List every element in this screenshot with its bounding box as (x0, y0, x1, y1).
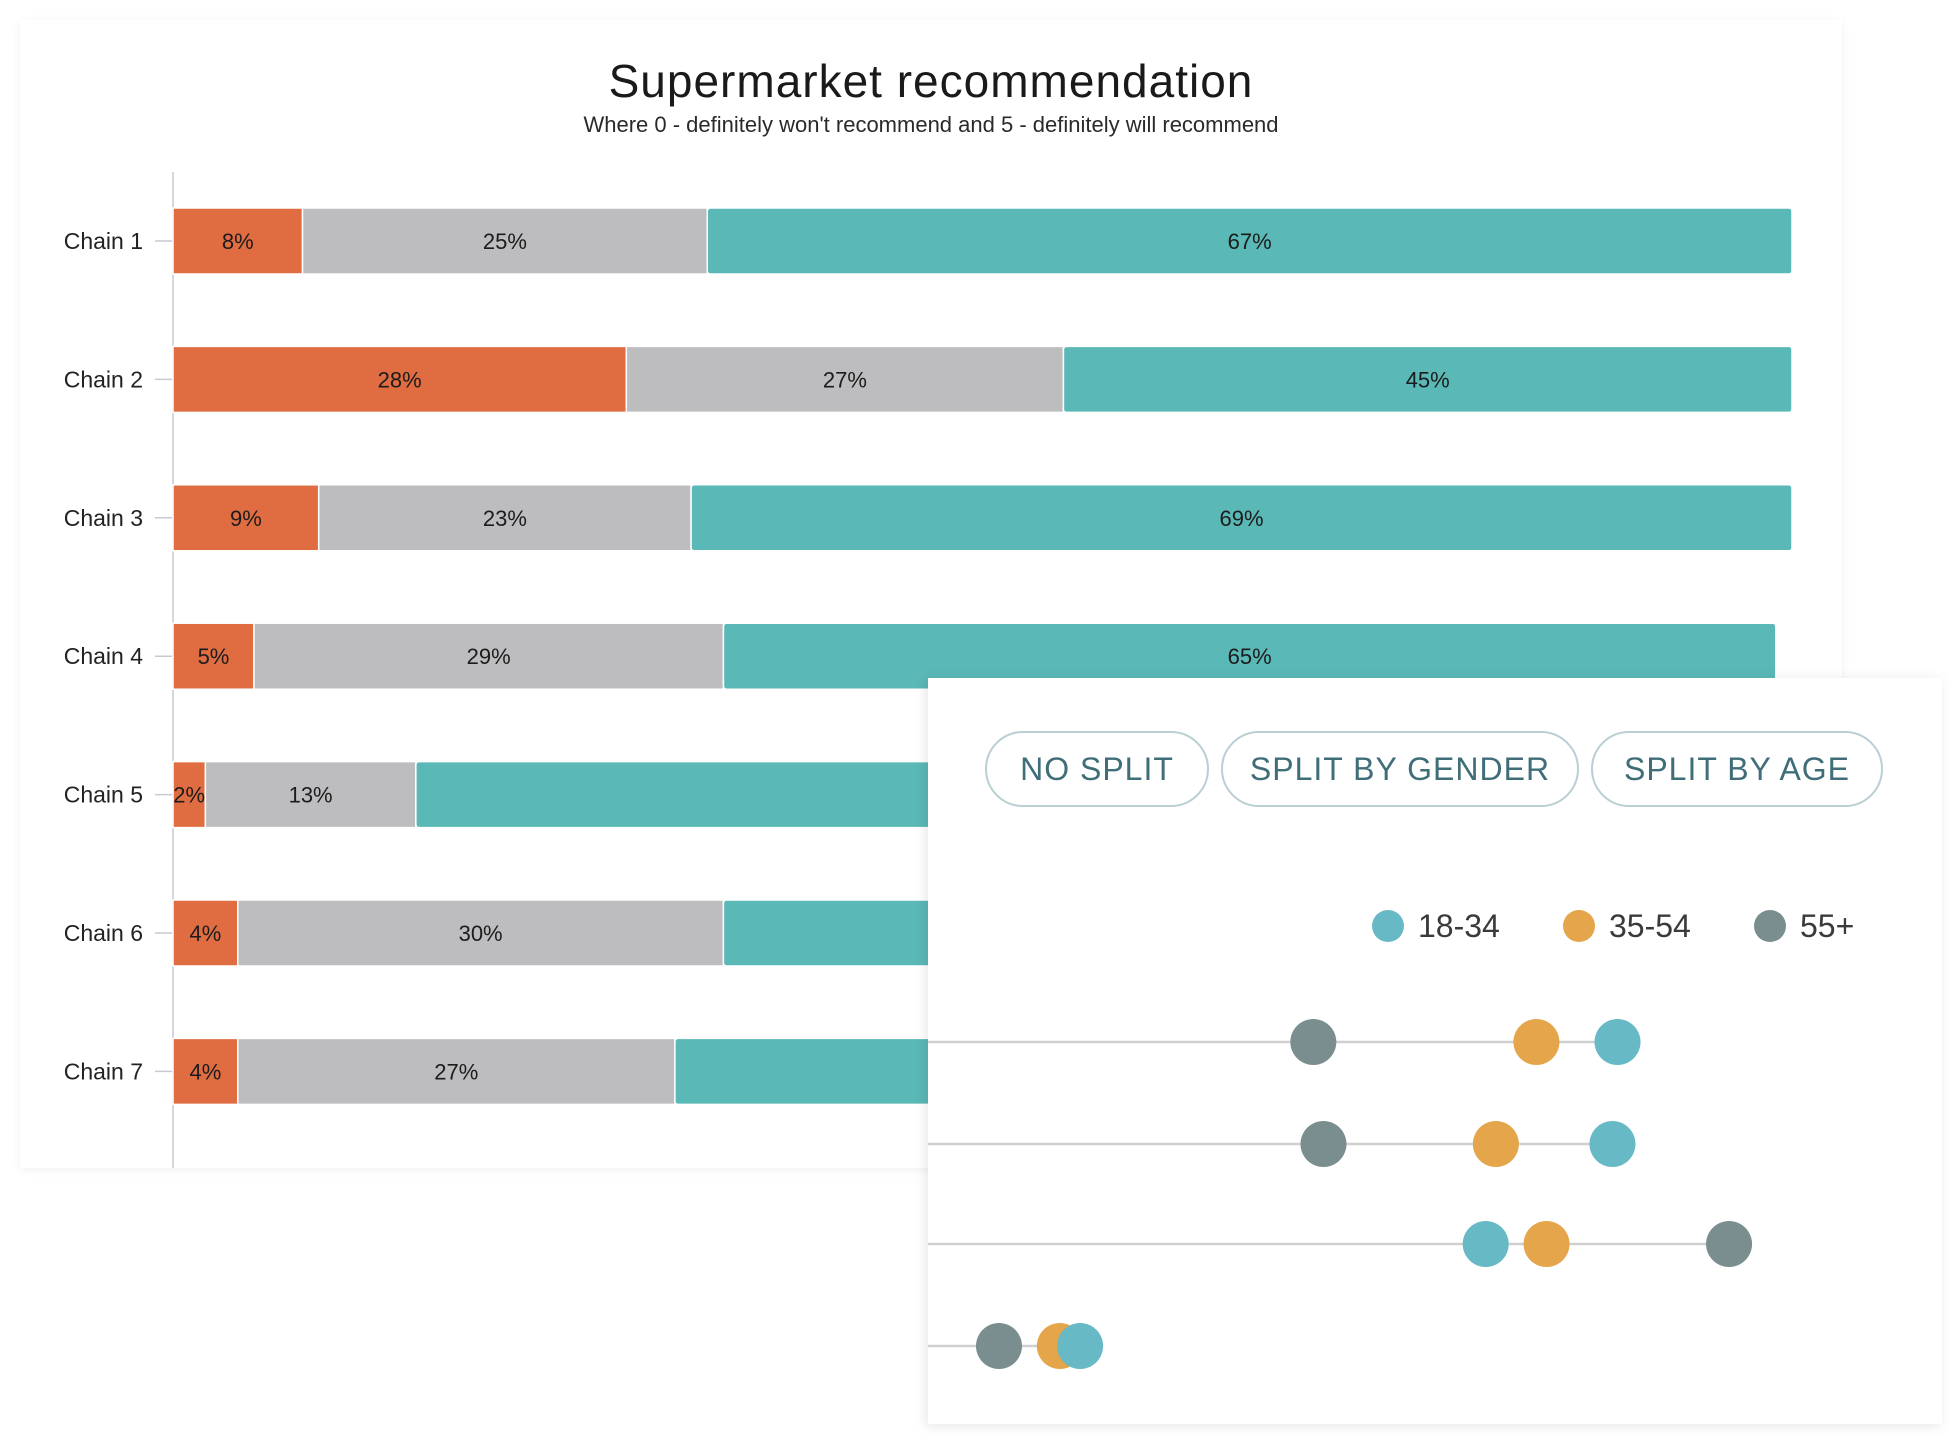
bar-segment-neutral (317, 484, 692, 552)
bar-data-label: 67% (1228, 229, 1272, 254)
bar-data-label: 30% (459, 921, 503, 946)
dot-55-plus (975, 1323, 1022, 1369)
bar-data-label: 69% (1220, 506, 1264, 531)
bar-segment-neutral (237, 1037, 676, 1106)
chart-title: Supermarket recommendation (608, 55, 1254, 107)
legend-dot-55-plus (1754, 910, 1786, 942)
legend-label-18-34: 18-34 (1418, 907, 1500, 944)
bar-segment-positive (706, 207, 1793, 275)
y-tick-label: Chain 6 (64, 920, 143, 946)
bar-data-label: 27% (823, 367, 867, 392)
dot-35-54 (1523, 1221, 1570, 1267)
bar-data-label: 2% (173, 783, 205, 808)
dot-18-34 (1589, 1121, 1636, 1167)
dot-18-34 (1594, 1019, 1641, 1065)
bar-segment-neutral (237, 899, 725, 967)
bar-data-label: 28% (378, 367, 422, 392)
bar-data-label: 5% (198, 644, 230, 669)
bar-data-label: 27% (434, 1059, 478, 1084)
bar-segment-negative (172, 484, 320, 552)
bar-data-label: 4% (189, 921, 221, 946)
legend-dot-35-54 (1563, 910, 1595, 942)
y-tick-label: Chain 5 (64, 782, 143, 808)
split-by-gender-button[interactable]: SPLIT BY GENDER (1221, 731, 1579, 807)
dot-35-54 (1513, 1019, 1560, 1065)
dot-35-54 (1472, 1121, 1519, 1167)
bar-segment-negative (172, 345, 628, 414)
bar-segment-negative (172, 760, 207, 829)
bar-data-label: 29% (467, 644, 511, 669)
bar-data-label: 65% (1228, 644, 1272, 669)
dot-18-34 (1462, 1221, 1509, 1267)
bar-segment-neutral (301, 207, 709, 275)
bar-segment-negative (172, 622, 255, 690)
split-by-age-button[interactable]: SPLIT BY AGE (1591, 731, 1883, 807)
dot-55-plus (1290, 1019, 1337, 1065)
bar-segment-positive (1062, 345, 1793, 414)
bar-data-label: 9% (230, 506, 262, 531)
bar-data-label: 25% (483, 229, 527, 254)
dot-55-plus (1706, 1221, 1753, 1267)
dot-55-plus (1300, 1121, 1347, 1167)
bar-segment-neutral (253, 622, 725, 690)
legend-item-35-54: 35-54 (1563, 906, 1691, 946)
y-tick-label: Chain 4 (64, 643, 143, 669)
split-panel: NO SPLIT SPLIT BY GENDER SPLIT BY AGE 18… (928, 678, 1942, 1424)
chart-subtitle: Where 0 - definitely won't recommend and… (583, 112, 1279, 137)
bar-segment-positive (690, 484, 1793, 552)
bar-data-label: 23% (483, 506, 527, 531)
legend-label-55-plus: 55+ (1800, 907, 1855, 944)
bar-segment-negative (172, 1037, 239, 1106)
bar-data-label: 45% (1406, 367, 1450, 392)
legend-dot-18-34 (1372, 910, 1404, 942)
bar-data-label: 8% (222, 229, 254, 254)
no-split-button[interactable]: NO SPLIT (985, 731, 1209, 807)
y-tick-label: Chain 2 (64, 366, 143, 392)
dot-18-34 (1057, 1323, 1104, 1369)
y-tick-label: Chain 1 (64, 228, 143, 254)
legend-item-18-34: 18-34 (1372, 906, 1500, 946)
legend-label-35-54: 35-54 (1609, 907, 1691, 944)
age-dot-plot (928, 1019, 1753, 1369)
y-tick-label: Chain 3 (64, 505, 143, 531)
y-tick-label: Chain 7 (64, 1058, 143, 1084)
legend-item-55-plus: 55+ (1754, 906, 1854, 946)
bar-data-label: 4% (189, 1059, 221, 1084)
bar-data-label: 13% (289, 783, 333, 808)
